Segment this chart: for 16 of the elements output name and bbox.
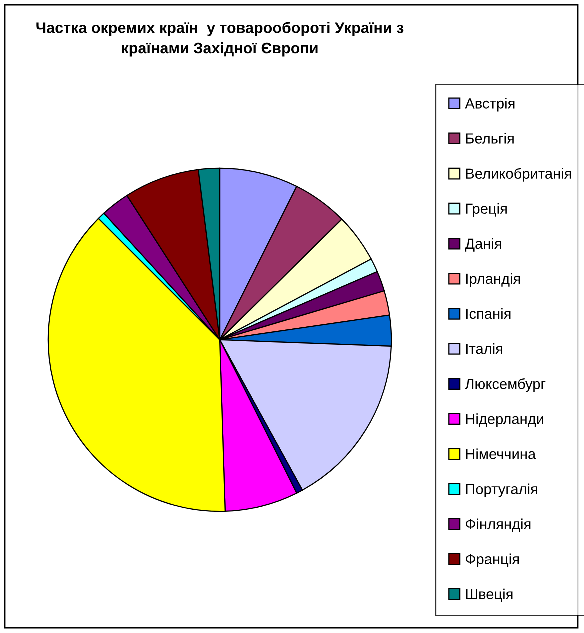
legend-label: Греція [466,203,507,217]
legend-label: Італія [466,343,502,354]
legend-label: Фінляндія [466,518,531,532]
legend-label: Франція [466,554,520,568]
legend-label: Люксембург [465,378,546,392]
legend-label: Бельгія [466,133,514,144]
legend-label: Німеччина [466,448,536,460]
legend-label: Нідерланди [466,414,544,428]
legend-label: Великобританія [466,168,572,182]
legend-label: Ірландія [466,273,520,288]
chart-title: Частка окремих країн у товарообороті України з країнами Західної Європи [36,22,404,57]
legend-label: Австрія [465,98,515,112]
legend-label: Португалія [466,484,538,498]
legend-label: Швеція [466,588,513,602]
legend-label: Данія [465,238,502,252]
legend-label: Іспанія [466,308,511,320]
